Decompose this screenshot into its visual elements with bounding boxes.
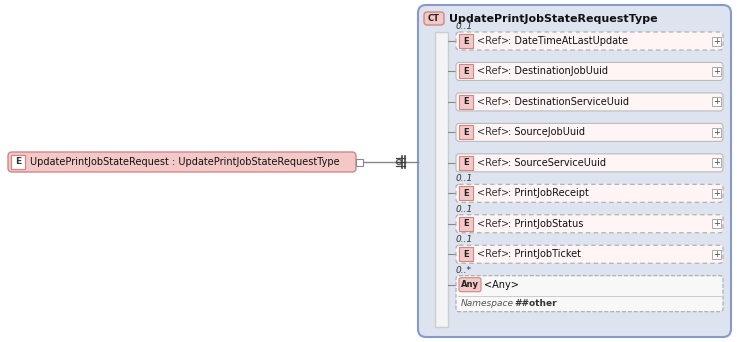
Text: +: + (713, 67, 720, 76)
Text: UpdatePrintJobStateRequest : UpdatePrintJobStateRequestType: UpdatePrintJobStateRequest : UpdatePrint… (30, 157, 340, 167)
Text: +: + (713, 97, 720, 106)
FancyBboxPatch shape (418, 5, 731, 337)
Text: : DateTimeAtLastUpdate: : DateTimeAtLastUpdate (508, 36, 628, 46)
Text: UpdatePrintJobStateRequestType: UpdatePrintJobStateRequestType (449, 13, 657, 24)
Bar (356, 158, 363, 166)
Text: E: E (463, 219, 469, 228)
Text: : PrintJobTicket: : PrintJobTicket (508, 249, 581, 259)
Text: +: + (713, 158, 720, 167)
Bar (459, 156, 473, 170)
Text: <Ref>: <Ref> (477, 36, 509, 46)
Bar (459, 64, 473, 78)
Text: E: E (463, 189, 469, 198)
Text: E: E (463, 250, 469, 259)
Text: E: E (463, 67, 469, 76)
Text: +: + (713, 189, 720, 198)
Text: <Ref>: <Ref> (477, 127, 509, 137)
Bar (712, 189, 721, 198)
Text: <Ref>: <Ref> (477, 188, 509, 198)
Text: <Ref>: <Ref> (477, 66, 509, 77)
Bar (435, 32, 448, 327)
Bar (459, 217, 473, 231)
Bar (459, 126, 473, 140)
Text: 0..1: 0..1 (456, 235, 473, 244)
Text: +: + (713, 128, 720, 137)
Bar (712, 37, 721, 45)
Text: : SourceServiceUuid: : SourceServiceUuid (508, 158, 606, 168)
Text: : PrintJobStatus: : PrintJobStatus (508, 219, 584, 229)
Bar (11, 155, 25, 169)
Bar (712, 250, 721, 259)
Text: E: E (463, 37, 469, 45)
Text: ##other: ##other (514, 299, 556, 308)
FancyBboxPatch shape (456, 123, 723, 141)
FancyBboxPatch shape (456, 245, 723, 263)
Text: +: + (713, 250, 720, 259)
Bar (459, 95, 473, 109)
FancyBboxPatch shape (424, 12, 444, 25)
FancyBboxPatch shape (456, 215, 723, 233)
Text: 0..1: 0..1 (456, 205, 473, 214)
Text: <Ref>: <Ref> (477, 158, 509, 168)
Text: <Ref>: <Ref> (477, 249, 509, 259)
Text: E: E (463, 97, 469, 106)
Text: CT: CT (428, 14, 440, 23)
Text: <Ref>: <Ref> (477, 219, 509, 229)
Bar (712, 158, 721, 167)
Text: Namespace: Namespace (461, 299, 514, 308)
Text: : SourceJobUuid: : SourceJobUuid (508, 127, 585, 137)
Text: +: + (713, 219, 720, 228)
FancyBboxPatch shape (456, 154, 723, 172)
Text: 0..1: 0..1 (456, 22, 473, 31)
Bar (459, 34, 473, 48)
Text: : DestinationServiceUuid: : DestinationServiceUuid (508, 97, 629, 107)
FancyBboxPatch shape (456, 63, 723, 80)
Text: E: E (15, 158, 21, 167)
Text: <Ref>: <Ref> (477, 97, 509, 107)
Text: : PrintJobReceipt: : PrintJobReceipt (508, 188, 589, 198)
Bar (712, 128, 721, 137)
Bar (459, 186, 473, 200)
FancyBboxPatch shape (8, 152, 356, 172)
Text: E: E (463, 158, 469, 167)
Text: +: + (713, 37, 720, 45)
FancyBboxPatch shape (456, 93, 723, 111)
FancyBboxPatch shape (456, 32, 723, 50)
Text: 0..*: 0..* (456, 266, 472, 275)
Text: 0..1: 0..1 (456, 174, 473, 183)
Bar (712, 67, 721, 76)
Bar (712, 97, 721, 106)
Text: Any: Any (461, 280, 479, 289)
Text: <Any>: <Any> (484, 280, 519, 290)
FancyBboxPatch shape (456, 184, 723, 202)
Text: E: E (463, 128, 469, 137)
FancyBboxPatch shape (456, 276, 723, 312)
Text: : DestinationJobUuid: : DestinationJobUuid (508, 66, 608, 77)
Bar (459, 247, 473, 261)
Bar (712, 219, 721, 228)
FancyBboxPatch shape (459, 278, 481, 292)
